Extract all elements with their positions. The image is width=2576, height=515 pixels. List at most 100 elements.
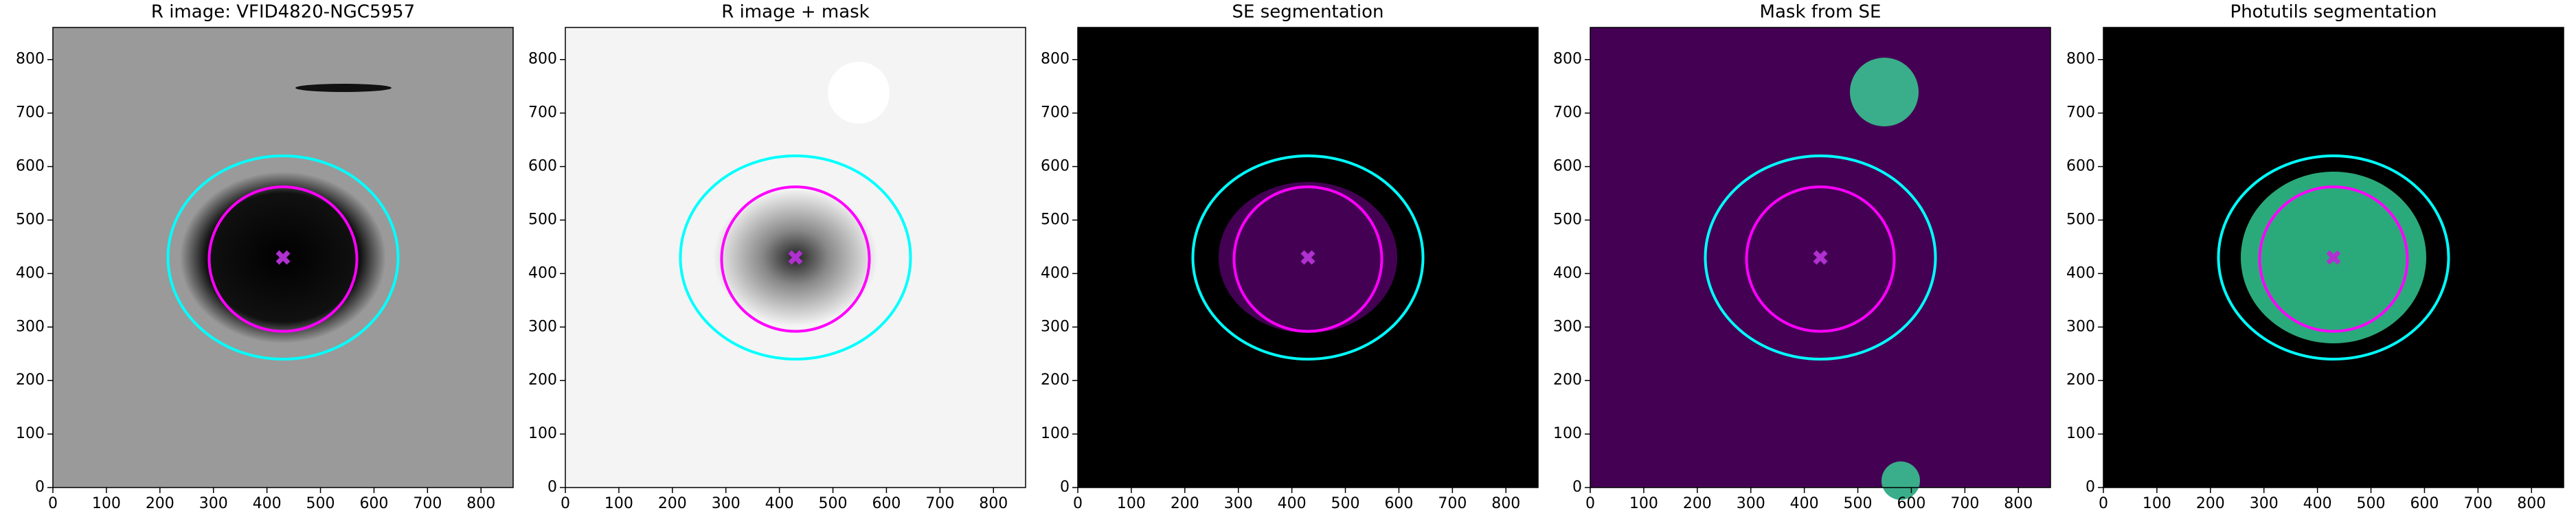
- y-tick-label: 200: [528, 371, 557, 389]
- y-tick-label: 100: [16, 425, 45, 442]
- panel-title: Mask from SE: [1760, 2, 1882, 23]
- y-tick-label: 700: [1553, 104, 1582, 122]
- x-tick-label: 500: [819, 495, 848, 512]
- aperture-ellipse: [2258, 185, 2409, 333]
- x-tick-label: 500: [306, 495, 335, 512]
- x-tick-label: 300: [199, 495, 228, 512]
- y-tick-label: 700: [528, 104, 557, 122]
- x-tick-label: 300: [1737, 495, 1765, 512]
- aperture-ellipse: [1745, 185, 1896, 333]
- x-tick-label: 800: [979, 495, 1008, 512]
- y-tick-label: 600: [528, 158, 557, 175]
- x-tick-label: 500: [2357, 495, 2386, 512]
- y-tick-label: 300: [528, 318, 557, 335]
- panel-title: SE segmentation: [1232, 2, 1384, 23]
- y-tick-label: 0: [35, 479, 45, 496]
- y-tick-label: 800: [528, 51, 557, 68]
- x-tick-label: 700: [413, 495, 442, 512]
- x-tick-label: 700: [925, 495, 954, 512]
- y-tick-label: 500: [528, 211, 557, 228]
- x-tick-label: 800: [1491, 495, 1520, 512]
- y-tick-label: 100: [2066, 425, 2095, 442]
- axes-frame: [1590, 27, 2051, 488]
- x-tick-label: 400: [1278, 495, 1307, 512]
- panel-title: Photutils segmentation: [2230, 2, 2437, 23]
- aperture-ellipse: [720, 185, 871, 333]
- x-tick-label: 700: [2463, 495, 2492, 512]
- x-tick-label: 0: [1073, 495, 1083, 512]
- center-marker: [1300, 250, 1315, 265]
- x-tick-label: 600: [872, 495, 901, 512]
- y-tick-label: 0: [2086, 479, 2095, 496]
- center-marker: [275, 250, 291, 265]
- x-tick-label: 700: [1438, 495, 1467, 512]
- y-tick-label: 300: [16, 318, 45, 335]
- x-tick-label: 200: [146, 495, 174, 512]
- x-tick-label: 400: [1790, 495, 1819, 512]
- y-tick-label: 800: [1041, 51, 1070, 68]
- x-tick-label: 300: [712, 495, 741, 512]
- aperture-ellipse: [207, 185, 359, 333]
- aperture-ellipse: [1191, 154, 1425, 361]
- x-tick-label: 300: [1224, 495, 1253, 512]
- x-tick-label: 200: [1171, 495, 1199, 512]
- axes-frame: [2103, 27, 2564, 488]
- x-tick-label: 100: [2143, 495, 2171, 512]
- x-tick-label: 200: [2196, 495, 2225, 512]
- y-tick-label: 400: [2066, 264, 2095, 282]
- x-tick-label: 800: [2004, 495, 2033, 512]
- y-tick-label: 800: [2066, 51, 2095, 68]
- center-marker: [1813, 250, 1828, 265]
- x-tick-label: 400: [765, 495, 794, 512]
- axes-layer: R image: VFID4820-NGC5957 0 100 200 300 400 50…: [16, 2, 2564, 512]
- axes-frame: [565, 27, 1026, 488]
- aperture-ellipse: [166, 154, 400, 361]
- x-tick-label: 0: [48, 495, 58, 512]
- aperture-ellipse: [1704, 154, 1937, 361]
- y-tick-label: 600: [1041, 158, 1070, 175]
- y-tick-label: 300: [2066, 318, 2095, 335]
- y-tick-label: 200: [16, 371, 45, 389]
- y-tick-label: 200: [1553, 371, 1582, 389]
- x-tick-label: 0: [1585, 495, 1595, 512]
- y-tick-label: 700: [16, 104, 45, 122]
- y-tick-label: 400: [16, 264, 45, 282]
- x-tick-label: 200: [658, 495, 687, 512]
- y-tick-label: 100: [1553, 425, 1582, 442]
- x-tick-label: 500: [1844, 495, 1873, 512]
- x-tick-label: 600: [1384, 495, 1413, 512]
- center-marker: [788, 250, 803, 265]
- y-tick-label: 400: [528, 264, 557, 282]
- x-tick-label: 400: [2303, 495, 2332, 512]
- center-marker: [2326, 250, 2341, 265]
- y-tick-label: 800: [16, 51, 45, 68]
- y-tick-label: 500: [2066, 211, 2095, 228]
- x-tick-label: 800: [466, 495, 495, 512]
- y-tick-label: 400: [1553, 264, 1582, 282]
- y-tick-label: 100: [528, 425, 557, 442]
- axes-frame: [1077, 27, 1539, 488]
- y-tick-label: 0: [1572, 479, 1582, 496]
- x-tick-label: 100: [605, 495, 633, 512]
- x-tick-label: 100: [1629, 495, 1658, 512]
- panel-title: R image + mask: [721, 2, 870, 23]
- y-tick-label: 200: [1041, 371, 1070, 389]
- x-tick-label: 0: [2099, 495, 2108, 512]
- x-tick-label: 800: [2517, 495, 2546, 512]
- y-tick-label: 700: [1041, 104, 1070, 122]
- y-tick-label: 500: [1553, 211, 1582, 228]
- x-tick-label: 100: [92, 495, 121, 512]
- y-tick-label: 600: [16, 158, 45, 175]
- x-tick-label: 500: [1331, 495, 1360, 512]
- x-tick-label: 300: [2250, 495, 2279, 512]
- y-tick-label: 500: [16, 211, 45, 228]
- y-tick-label: 600: [1553, 158, 1582, 175]
- y-tick-label: 0: [1060, 479, 1070, 496]
- x-tick-label: 0: [561, 495, 570, 512]
- x-tick-label: 200: [1683, 495, 1712, 512]
- y-tick-label: 500: [1041, 211, 1070, 228]
- y-tick-label: 600: [2066, 158, 2095, 175]
- x-tick-label: 100: [1117, 495, 1146, 512]
- axes-frame: [52, 27, 514, 488]
